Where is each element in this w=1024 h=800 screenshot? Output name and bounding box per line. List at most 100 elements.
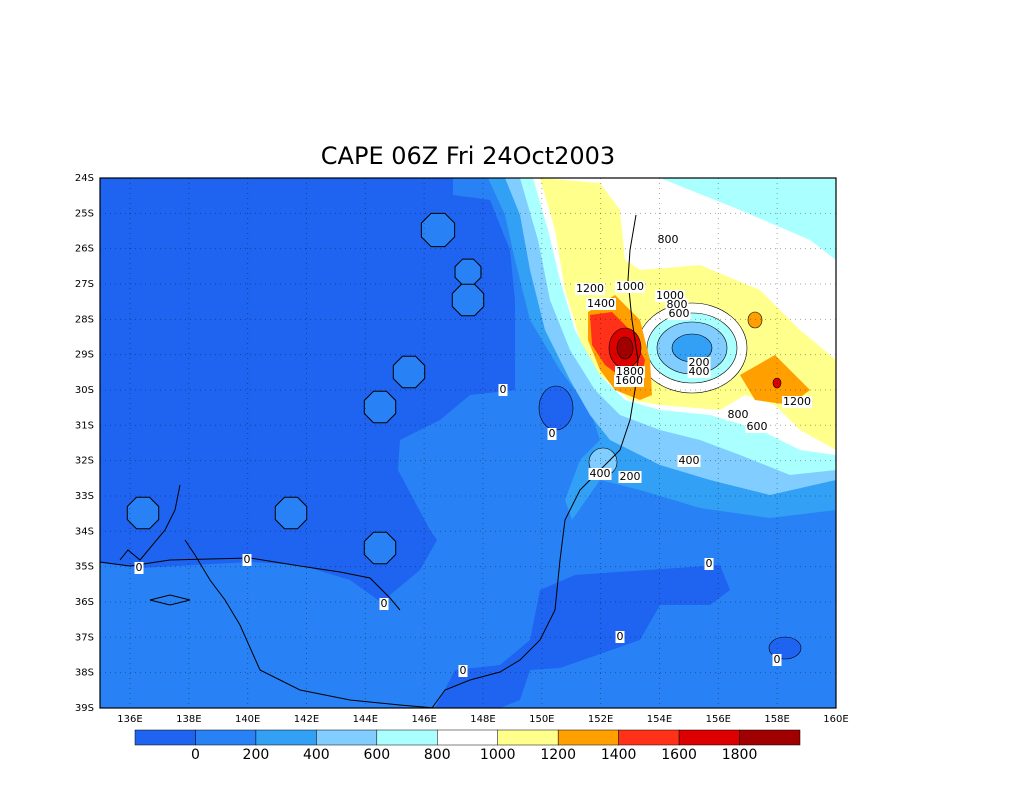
colorbar-swatch xyxy=(195,729,257,746)
contour-region xyxy=(392,355,426,389)
colorbar-swatch xyxy=(376,729,438,746)
contour-region xyxy=(451,283,485,317)
contour-label: 1800 xyxy=(616,365,644,378)
lon-tick-label: 160E xyxy=(823,714,848,725)
lat-tick-label: 39S xyxy=(75,703,94,714)
colorbar-swatch xyxy=(678,729,740,746)
contour-label: 400 xyxy=(590,467,611,480)
lat-tick-label: 38S xyxy=(75,668,94,679)
contour-region xyxy=(616,336,634,360)
colorbar-label: 800 xyxy=(424,747,451,763)
contour-region xyxy=(126,496,160,530)
lon-tick-label: 150E xyxy=(529,714,554,725)
contour-region xyxy=(100,178,515,605)
contour-label-bg xyxy=(704,558,714,570)
contour-label: 0 xyxy=(500,383,507,396)
contour-label: 0 xyxy=(549,427,556,440)
lon-tick-label: 154E xyxy=(647,714,672,725)
lat-tick-label: 36S xyxy=(75,597,94,608)
colorbar-label: 0 xyxy=(191,747,200,763)
contour-region xyxy=(454,258,482,286)
contour-label: 0 xyxy=(244,553,251,566)
contour-label-bg xyxy=(745,421,769,433)
contour-label: 1400 xyxy=(587,297,615,310)
contour-label: 1200 xyxy=(576,282,604,295)
contour-label: 0 xyxy=(381,597,388,610)
contour-label-bg xyxy=(772,654,782,666)
colorbar-label: 1200 xyxy=(540,747,576,763)
lon-tick-label: 136E xyxy=(117,714,142,725)
colorbar-swatch xyxy=(739,729,801,746)
contour-region xyxy=(420,212,456,248)
colorbar-swatch xyxy=(316,729,378,746)
contour-label-bg xyxy=(547,428,557,440)
plot-frame xyxy=(99,177,837,709)
contour-label: 800 xyxy=(728,408,749,421)
lat-tick-label: 25S xyxy=(75,208,94,219)
lat-tick-label: 37S xyxy=(75,632,94,643)
colorbar-swatch xyxy=(134,729,196,746)
lat-tick-label: 34S xyxy=(75,526,94,537)
colorbar-label: 1000 xyxy=(480,747,516,763)
contour-label: 0 xyxy=(136,561,143,574)
contour-label-bg xyxy=(588,468,612,480)
lon-tick-label: 140E xyxy=(235,714,260,725)
contour-region xyxy=(274,496,308,530)
contour-label: 0 xyxy=(460,664,467,677)
lon-tick-label: 142E xyxy=(294,714,319,725)
colorbar-swatch xyxy=(255,729,317,746)
contour-label: 0 xyxy=(617,630,624,643)
lat-tick-label: 24S xyxy=(75,173,94,184)
colorbar-swatch xyxy=(618,729,680,746)
lat-tick-label: 30S xyxy=(75,385,94,396)
colorbar-label: 1800 xyxy=(722,747,758,763)
contour-label-bg xyxy=(667,308,691,320)
lat-tick-label: 29S xyxy=(75,350,94,361)
contour-label-bg xyxy=(726,409,750,421)
contour-region xyxy=(363,390,397,424)
lon-tick-label: 148E xyxy=(470,714,495,725)
contour-label: 1000 xyxy=(616,280,644,293)
lat-tick-label: 28S xyxy=(75,314,94,325)
contour-label-bg xyxy=(586,298,616,310)
colorbar-label: 600 xyxy=(363,747,390,763)
contour-label-bg xyxy=(575,283,605,295)
contour-label-bg xyxy=(458,665,468,677)
contour-label-bg xyxy=(379,598,389,610)
lat-tick-label: 35S xyxy=(75,562,94,573)
contour-label: 400 xyxy=(689,365,710,378)
contour-label: 0 xyxy=(706,557,713,570)
contour-region xyxy=(363,531,397,565)
contour-label-bg xyxy=(782,396,812,408)
lon-tick-label: 146E xyxy=(411,714,436,725)
contour-label-bg xyxy=(615,631,625,643)
contour-label-bg xyxy=(134,562,144,574)
contour-label: 400 xyxy=(679,454,700,467)
contour-region xyxy=(772,377,782,389)
contour-label: 800 xyxy=(667,298,688,311)
contour-label-bg xyxy=(618,471,642,483)
contour-label-bg xyxy=(687,366,711,378)
contour-label: 1200 xyxy=(783,395,811,408)
contour-label-bg xyxy=(614,375,644,387)
lat-tick-label: 32S xyxy=(75,456,94,467)
contour-label: 1000 xyxy=(656,289,684,302)
lat-tick-label: 27S xyxy=(75,279,94,290)
contour-label-bg xyxy=(498,384,508,396)
lon-tick-label: 158E xyxy=(764,714,789,725)
lon-tick-label: 156E xyxy=(706,714,731,725)
lon-tick-label: 138E xyxy=(176,714,201,725)
contour-label: 200 xyxy=(620,470,641,483)
contour-region xyxy=(747,311,763,329)
colorbar-label: 1600 xyxy=(661,747,697,763)
lat-tick-label: 26S xyxy=(75,244,94,255)
colorbar-label: 1400 xyxy=(601,747,637,763)
lat-tick-label: 33S xyxy=(75,491,94,502)
contour-region xyxy=(435,565,730,708)
contour-label-bg xyxy=(656,234,680,246)
contour-region xyxy=(538,385,574,431)
contour-label-bg xyxy=(615,281,645,293)
colorbar-swatch xyxy=(437,729,498,746)
contour-label: 200 xyxy=(689,356,710,369)
